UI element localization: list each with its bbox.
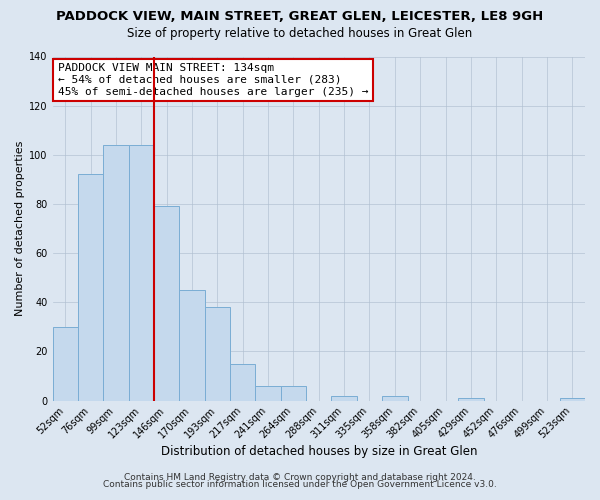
Text: Size of property relative to detached houses in Great Glen: Size of property relative to detached ho… [127, 28, 473, 40]
Bar [128, 145, 154, 401]
Text: Contains public sector information licensed under the Open Government Licence v3: Contains public sector information licen… [103, 480, 497, 489]
Text: PADDOCK VIEW, MAIN STREET, GREAT GLEN, LEICESTER, LE8 9GH: PADDOCK VIEW, MAIN STREET, GREAT GLEN, L… [56, 10, 544, 23]
Text: Contains HM Land Registry data © Crown copyright and database right 2024.: Contains HM Land Registry data © Crown c… [124, 473, 476, 482]
Bar [179, 290, 205, 401]
Y-axis label: Number of detached properties: Number of detached properties [15, 141, 25, 316]
Bar [78, 174, 103, 400]
Bar [458, 398, 484, 400]
Text: PADDOCK VIEW MAIN STREET: 134sqm
← 54% of detached houses are smaller (283)
45% : PADDOCK VIEW MAIN STREET: 134sqm ← 54% o… [58, 64, 368, 96]
Bar [382, 396, 407, 400]
Bar [256, 386, 281, 400]
Bar [53, 327, 78, 400]
Bar [560, 398, 585, 400]
X-axis label: Distribution of detached houses by size in Great Glen: Distribution of detached houses by size … [161, 444, 477, 458]
Bar [281, 386, 306, 400]
Bar [230, 364, 256, 401]
Bar [331, 396, 357, 400]
Bar [103, 145, 128, 401]
Bar [154, 206, 179, 400]
Bar [205, 307, 230, 400]
